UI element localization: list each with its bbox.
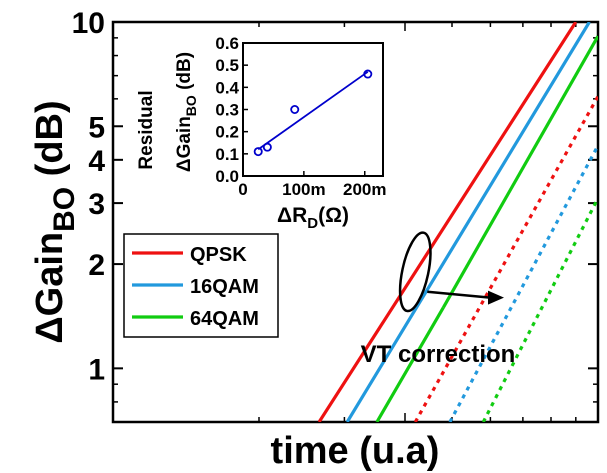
y-tick-label: 2 (88, 249, 105, 282)
inset-x-axis-label-main: ΔR (277, 204, 307, 227)
inset-y-tick-label: 0.4 (215, 78, 239, 97)
main-series (317, 22, 598, 422)
annotation-arrow-shaft (427, 290, 491, 299)
y-tick-label: 10 (72, 7, 105, 40)
y-axis-label: ΔGainBO (dB) (29, 100, 81, 343)
series-64qam-solid (375, 306, 445, 422)
inset-y-tick-label: 0.3 (215, 101, 239, 120)
main-plot-frame (111, 20, 600, 424)
inset-x-tick-label: 100m (282, 180, 325, 199)
inset-data-point (363, 69, 373, 79)
inset-data-point (290, 105, 300, 115)
y-tick-label: 3 (88, 188, 105, 221)
legend-label-qpsk: QPSK (190, 244, 247, 266)
inset-title: Residual (136, 90, 157, 169)
inset-y-axis-label-sub: BO (183, 95, 199, 116)
y-axis-label-unit: (dB) (29, 100, 71, 187)
inset-plot-frame (242, 42, 384, 177)
y-tick-label: 1 (88, 353, 105, 386)
legend-label-64qam: 64QAM (190, 308, 259, 330)
inset-y-axis-label-main: ΔGain (174, 116, 195, 172)
inset-chart: 0.00.10.20.30.40.50.60 100m 200m Residual … (136, 34, 386, 232)
series-16qam-dotted (448, 144, 598, 422)
inset-y-axis-label: ΔGainBO (dB) (174, 52, 199, 172)
inset-x-axis-label-sub: D (307, 215, 318, 232)
y-tick-label: 5 (88, 111, 105, 144)
x-axis-label: time (u.a) (271, 430, 440, 472)
inset-x-tick-label: 200m (343, 180, 386, 199)
inset-data-point (262, 142, 272, 152)
series-64qam-dotted (481, 197, 598, 422)
vt-correction-label: VT correction (361, 341, 516, 368)
y-axis-label-main: ΔGain (29, 232, 71, 344)
main-ticks: 1 2 3 45 10 (72, 7, 598, 423)
series-qpsk-solid (317, 22, 578, 422)
inset-y-tick-label: 0.6 (215, 34, 239, 53)
grouping-ellipse (398, 231, 432, 313)
inset-marks (253, 69, 373, 157)
inset-y-axis-label-unit: (dB) (174, 52, 195, 95)
inset-x-axis-label-unit: (Ω) (318, 204, 349, 227)
inset-y-tick-label: 0.1 (215, 145, 239, 164)
series-16qam-solid (345, 22, 591, 422)
inset-y-tick-label: 0.2 (215, 123, 239, 142)
annotation-arrow-head (487, 290, 504, 305)
inset-y-tick-label: 0.0 (215, 167, 239, 186)
inset-data-point (253, 147, 263, 157)
series-64qam-solid (442, 35, 598, 309)
main-annotations: VT correction (361, 231, 516, 368)
legend-label-16qam: 16QAM (190, 276, 259, 298)
y-axis-label-sub: BO (48, 187, 81, 232)
y-tick-label: 4 (88, 145, 105, 178)
inset-x-axis-label: ΔRD(Ω) (277, 204, 349, 232)
inset-y-tick-label: 0.5 (215, 56, 239, 75)
legend-items: QPSK 16QAM 64QAM (132, 244, 259, 330)
inset-x-tick-label: 0 (238, 180, 247, 199)
legend: QPSK 16QAM 64QAM (123, 233, 279, 338)
inset-fit-line (257, 71, 369, 151)
inset-ticks: 0.0 0.1 0.2 0.3 0.4 0.5 0.6 0 100m 200m (215, 34, 386, 199)
